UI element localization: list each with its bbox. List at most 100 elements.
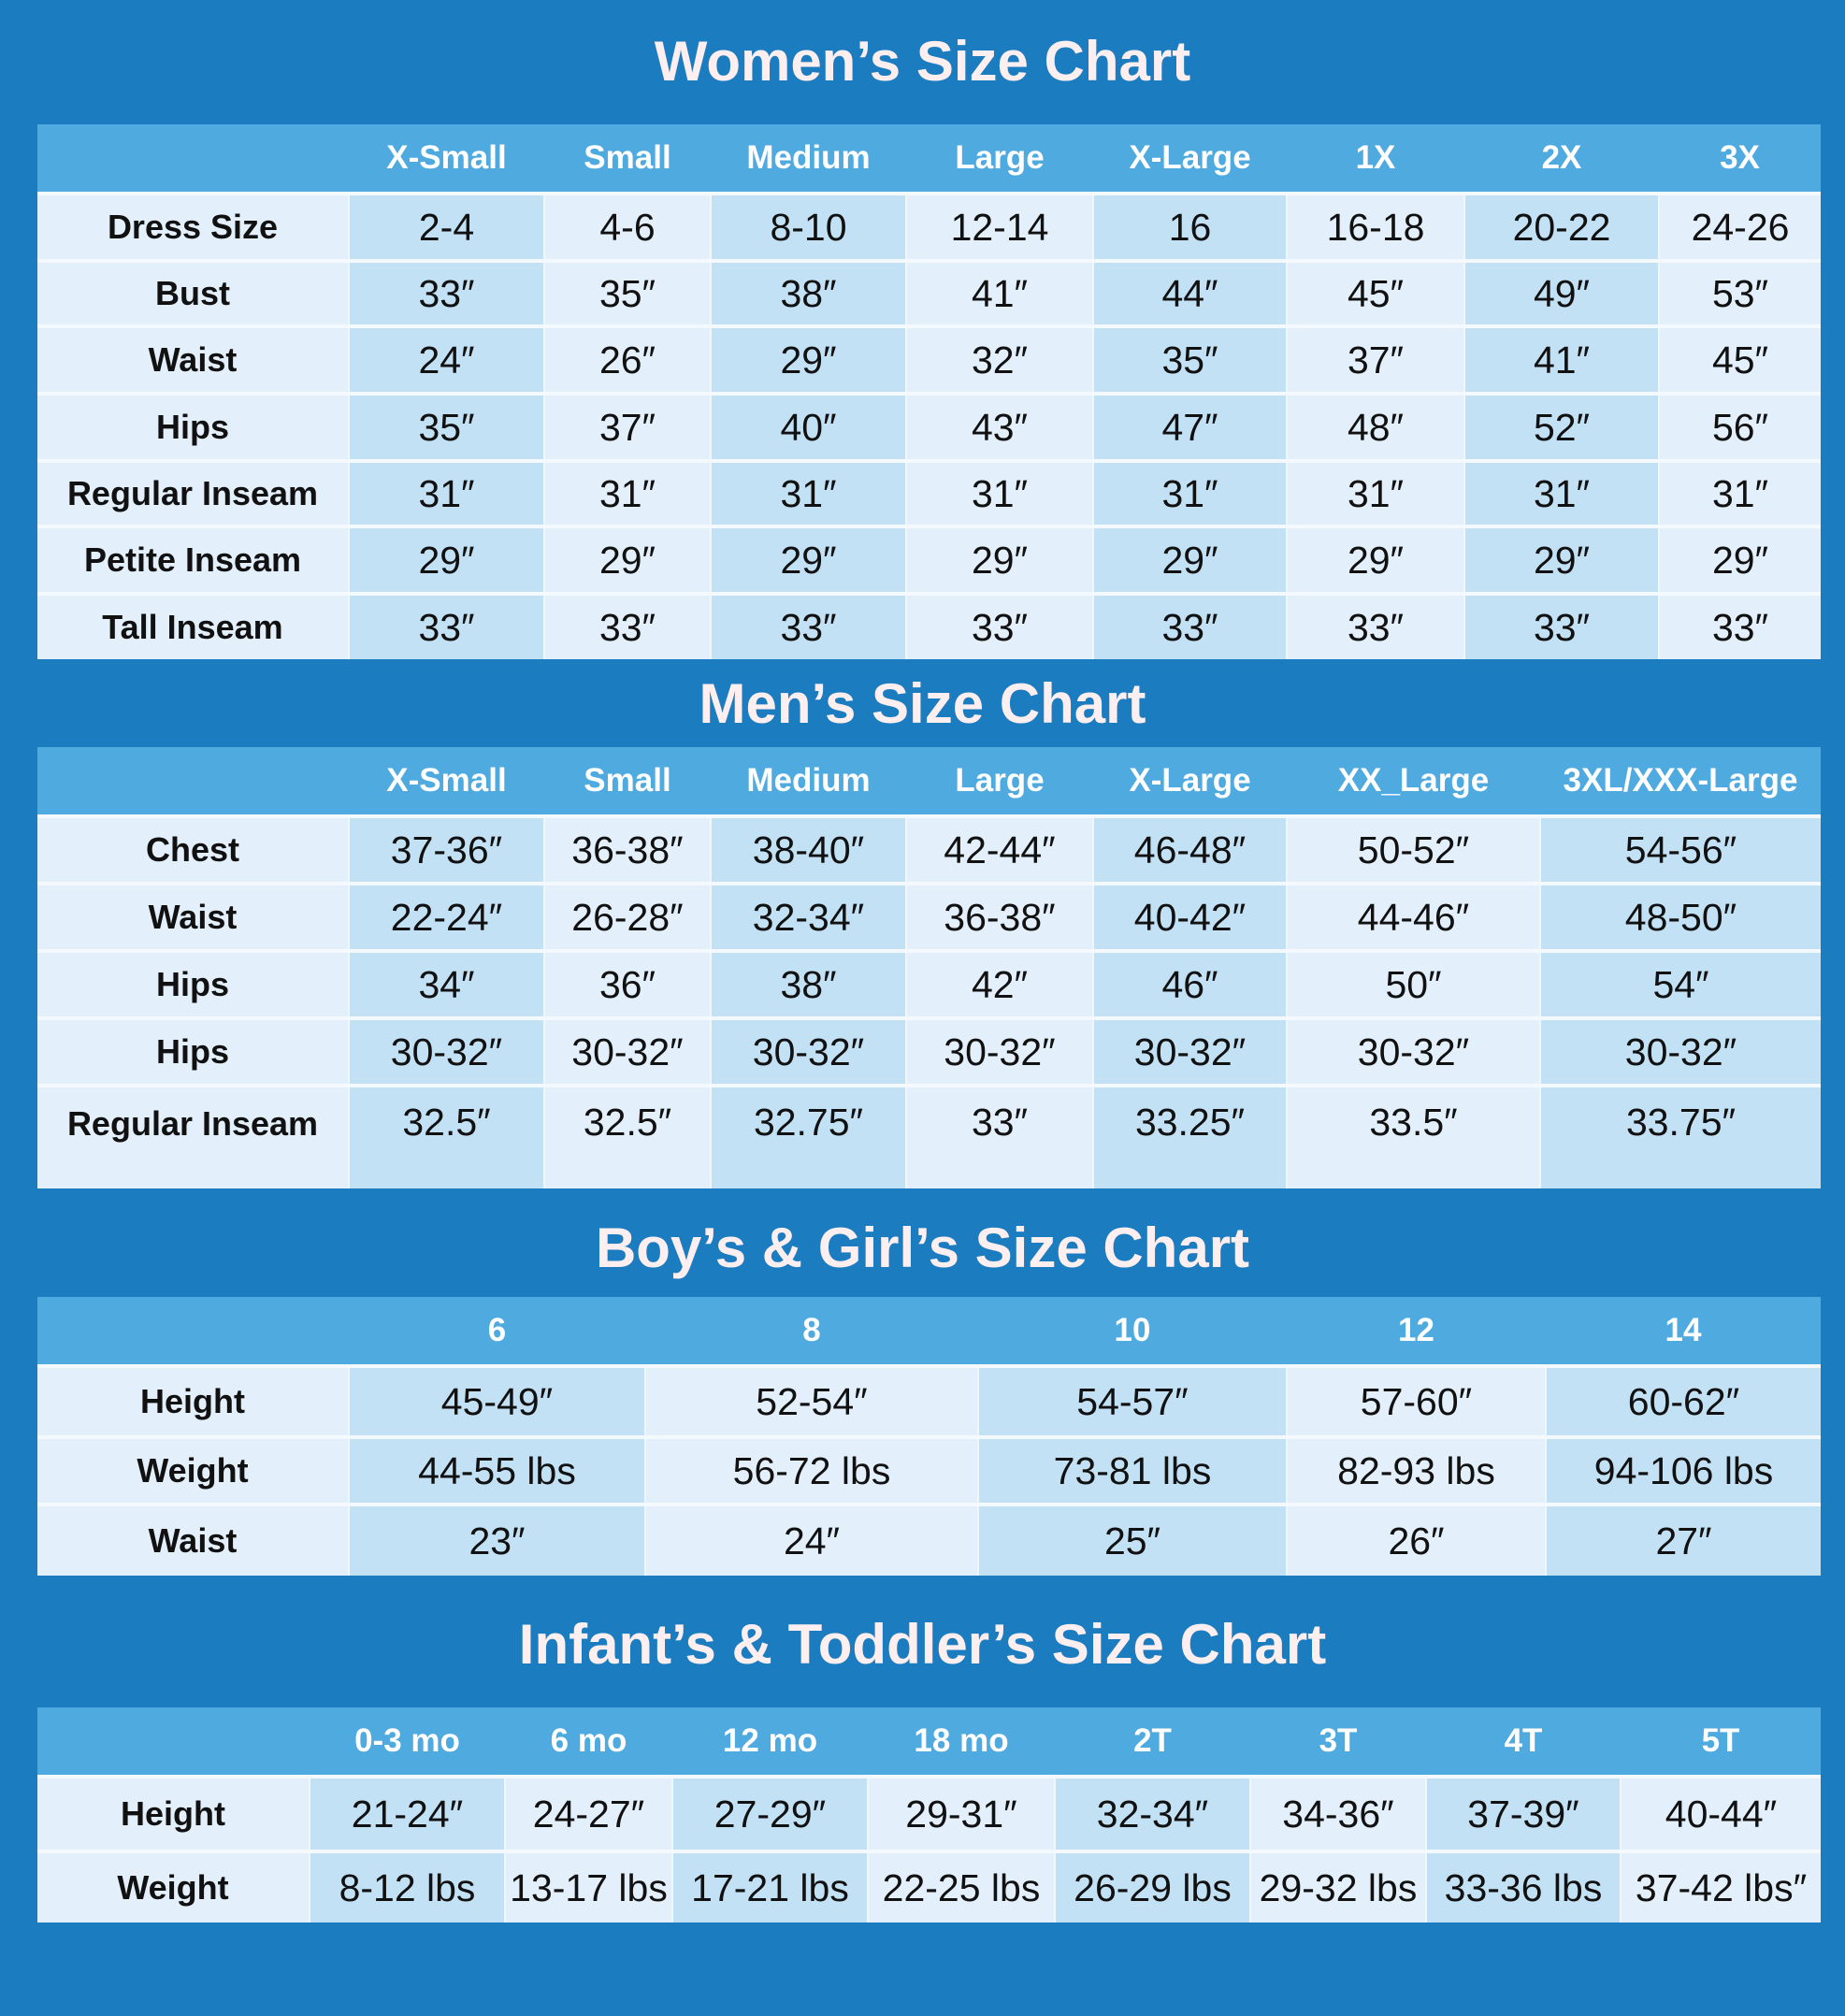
size-value-cell: 33-36 lbs	[1425, 1850, 1621, 1922]
column-header: 12	[1287, 1297, 1546, 1366]
size-value-cell: 44-46″	[1286, 882, 1540, 951]
table-row: Height 45-49″ 52-54″ 54-57″ 57-60″ 60-62″	[37, 1364, 1821, 1437]
size-value-cell: 41″	[905, 259, 1093, 326]
size-value-cell: 33″	[348, 259, 544, 326]
size-value-cell: 4-6	[543, 192, 711, 261]
size-value-cell: 26″	[1286, 1503, 1546, 1576]
size-value-cell: 32.5″	[543, 1084, 711, 1188]
size-value-cell: 31″	[348, 459, 544, 526]
size-value-cell: 47″	[1092, 392, 1287, 461]
mens-chart-title: Men’s Size Chart	[699, 672, 1146, 735]
size-value-cell: 8-10	[710, 192, 906, 261]
size-value-cell: 56″	[1658, 392, 1821, 461]
size-value-cell: 50-52″	[1286, 814, 1540, 884]
row-label: Dress Size	[37, 192, 349, 261]
size-value-cell: 33″	[710, 592, 906, 659]
size-value-cell: 54-56″	[1539, 814, 1821, 884]
mens-size-table: X-Small Small Medium Large X-Large XX_Large 3X…	[37, 747, 1821, 1188]
size-value-cell: 36-38″	[905, 882, 1093, 951]
header-corner	[37, 747, 349, 816]
header-corner	[37, 1297, 349, 1366]
womens-size-table: X-Small Small Medium Large X-Large 1X 2X 3X Dres…	[37, 124, 1821, 659]
infants-chart-title: Infant’s & Toddler’s Size Chart	[518, 1613, 1327, 1676]
size-value-cell: 21-24″	[309, 1775, 505, 1851]
column-header: Small	[544, 124, 711, 194]
column-header: 2X	[1464, 124, 1659, 194]
size-value-cell: 31″	[1092, 459, 1287, 526]
size-value-cell: 31″	[1658, 459, 1821, 526]
size-value-cell: 35″	[1092, 324, 1287, 394]
column-header: Medium	[711, 124, 906, 194]
table-row: Hips 34″ 36″ 38″ 42″ 46″ 50″ 54″	[37, 949, 1821, 1018]
column-header: 12 mo	[672, 1707, 868, 1777]
kids-size-table: 6 8 10 12 14 Height 45-49″ 52-54″ 54-57″ 57-60″ 60…	[37, 1297, 1821, 1576]
size-value-cell: 33″	[543, 592, 711, 659]
size-value-cell: 33.5″	[1286, 1084, 1540, 1188]
size-value-cell: 13-17 lbs	[504, 1850, 672, 1922]
size-value-cell: 24-26	[1658, 192, 1821, 261]
size-value-cell: 27″	[1545, 1503, 1821, 1576]
size-value-cell: 53″	[1658, 259, 1821, 326]
column-header: 1X	[1287, 124, 1464, 194]
size-value-cell: 26-28″	[543, 882, 711, 951]
column-header: 6 mo	[505, 1707, 672, 1777]
size-value-cell: 44″	[1092, 259, 1287, 326]
size-value-cell: 48-50″	[1539, 882, 1821, 951]
header-row: 0-3 mo 6 mo 12 mo 18 mo 2T 3T 4T 5T	[37, 1707, 1821, 1777]
size-value-cell: 29″	[710, 525, 906, 594]
size-value-cell: 26″	[543, 324, 711, 394]
size-value-cell: 33″	[905, 1084, 1093, 1188]
size-value-cell: 33″	[1658, 592, 1821, 659]
size-value-cell: 31″	[905, 459, 1093, 526]
size-value-cell: 30-32″	[543, 1016, 711, 1086]
column-header: Medium	[711, 747, 906, 816]
size-value-cell: 24″	[644, 1503, 978, 1576]
size-value-cell: 56-72 lbs	[644, 1435, 978, 1505]
header-corner	[37, 124, 349, 194]
size-value-cell: 52″	[1463, 392, 1659, 461]
column-header: Large	[906, 124, 1093, 194]
size-value-cell: 12-14	[905, 192, 1093, 261]
size-value-cell: 37-42 lbs″	[1620, 1850, 1821, 1922]
size-value-cell: 37″	[543, 392, 711, 461]
column-header: Small	[544, 747, 711, 816]
column-header: X-Small	[349, 747, 544, 816]
size-value-cell: 42″	[905, 949, 1093, 1018]
row-label: Tall Inseam	[37, 592, 349, 659]
size-value-cell: 31″	[1463, 459, 1659, 526]
size-value-cell: 29″	[1092, 525, 1287, 594]
size-value-cell: 30-32″	[710, 1016, 906, 1086]
size-value-cell: 33″	[1092, 592, 1287, 659]
row-label: Waist	[37, 882, 349, 951]
column-header: 5T	[1621, 1707, 1821, 1777]
size-value-cell: 45-49″	[348, 1364, 645, 1437]
size-value-cell: 52-54″	[644, 1364, 978, 1437]
table-row: Height 21-24″ 24-27″ 27-29″ 29-31″ 32-34″ 34-3…	[37, 1775, 1821, 1851]
size-value-cell: 35″	[543, 259, 711, 326]
header-corner	[37, 1707, 310, 1777]
table-row: Dress Size 2-4 4-6 8-10 12-14 16 16-18 20-22 24-…	[37, 192, 1821, 261]
size-value-cell: 30-32″	[1092, 1016, 1287, 1086]
size-value-cell: 40-44″	[1620, 1775, 1821, 1851]
size-value-cell: 29″	[348, 525, 544, 594]
table-row: Hips 35″ 37″ 40″ 43″ 47″ 48″ 52″ 56″	[37, 392, 1821, 461]
column-header: 18 mo	[868, 1707, 1055, 1777]
size-value-cell: 24-27″	[504, 1775, 672, 1851]
row-label: Hips	[37, 949, 349, 1018]
size-value-cell: 26-29 lbs	[1054, 1850, 1250, 1922]
size-value-cell: 32″	[905, 324, 1093, 394]
column-header: 3XL/XXX-Large	[1540, 747, 1821, 816]
size-value-cell: 29-31″	[867, 1775, 1055, 1851]
size-value-cell: 38″	[710, 949, 906, 1018]
size-value-cell: 37-39″	[1425, 1775, 1621, 1851]
size-value-cell: 8-12 lbs	[309, 1850, 505, 1922]
size-value-cell: 32.5″	[348, 1084, 544, 1188]
row-label: Height	[37, 1364, 349, 1437]
size-value-cell: 33.75″	[1539, 1084, 1821, 1188]
size-value-cell: 29″	[1658, 525, 1821, 594]
size-value-cell: 36″	[543, 949, 711, 1018]
size-value-cell: 35″	[348, 392, 544, 461]
size-value-cell: 36-38″	[543, 814, 711, 884]
size-value-cell: 27-29″	[671, 1775, 868, 1851]
size-value-cell: 22-25 lbs	[867, 1850, 1055, 1922]
